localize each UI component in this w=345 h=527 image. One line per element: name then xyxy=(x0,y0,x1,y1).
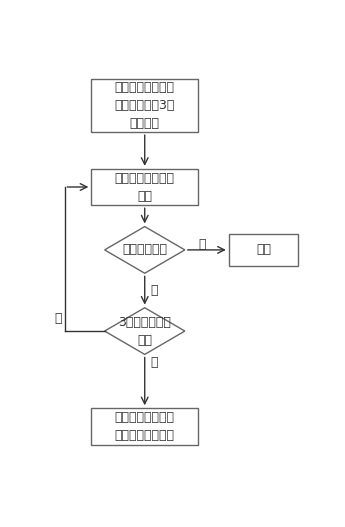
Bar xyxy=(91,169,198,206)
Bar xyxy=(91,408,198,445)
Bar xyxy=(229,233,298,266)
Text: 是: 是 xyxy=(198,238,206,251)
Text: 表具通过广播信道
重新申请通信信道: 表具通过广播信道 重新申请通信信道 xyxy=(115,411,175,442)
Text: 否: 否 xyxy=(54,313,61,325)
Text: 装表时通过广播信
道给表具配置3个
通信信道: 装表时通过广播信 道给表具配置3个 通信信道 xyxy=(115,81,175,130)
Text: 退出: 退出 xyxy=(256,243,271,257)
Text: 否: 否 xyxy=(150,284,158,297)
Polygon shape xyxy=(105,308,185,354)
Bar xyxy=(91,80,198,132)
Text: 3个信道都尝试
失败: 3个信道都尝试 失败 xyxy=(118,316,171,347)
Text: 表具自动选择信道
上报: 表具自动选择信道 上报 xyxy=(115,171,175,202)
Polygon shape xyxy=(105,227,185,273)
Text: 通信是否成功: 通信是否成功 xyxy=(122,243,167,257)
Text: 是: 是 xyxy=(150,356,158,369)
